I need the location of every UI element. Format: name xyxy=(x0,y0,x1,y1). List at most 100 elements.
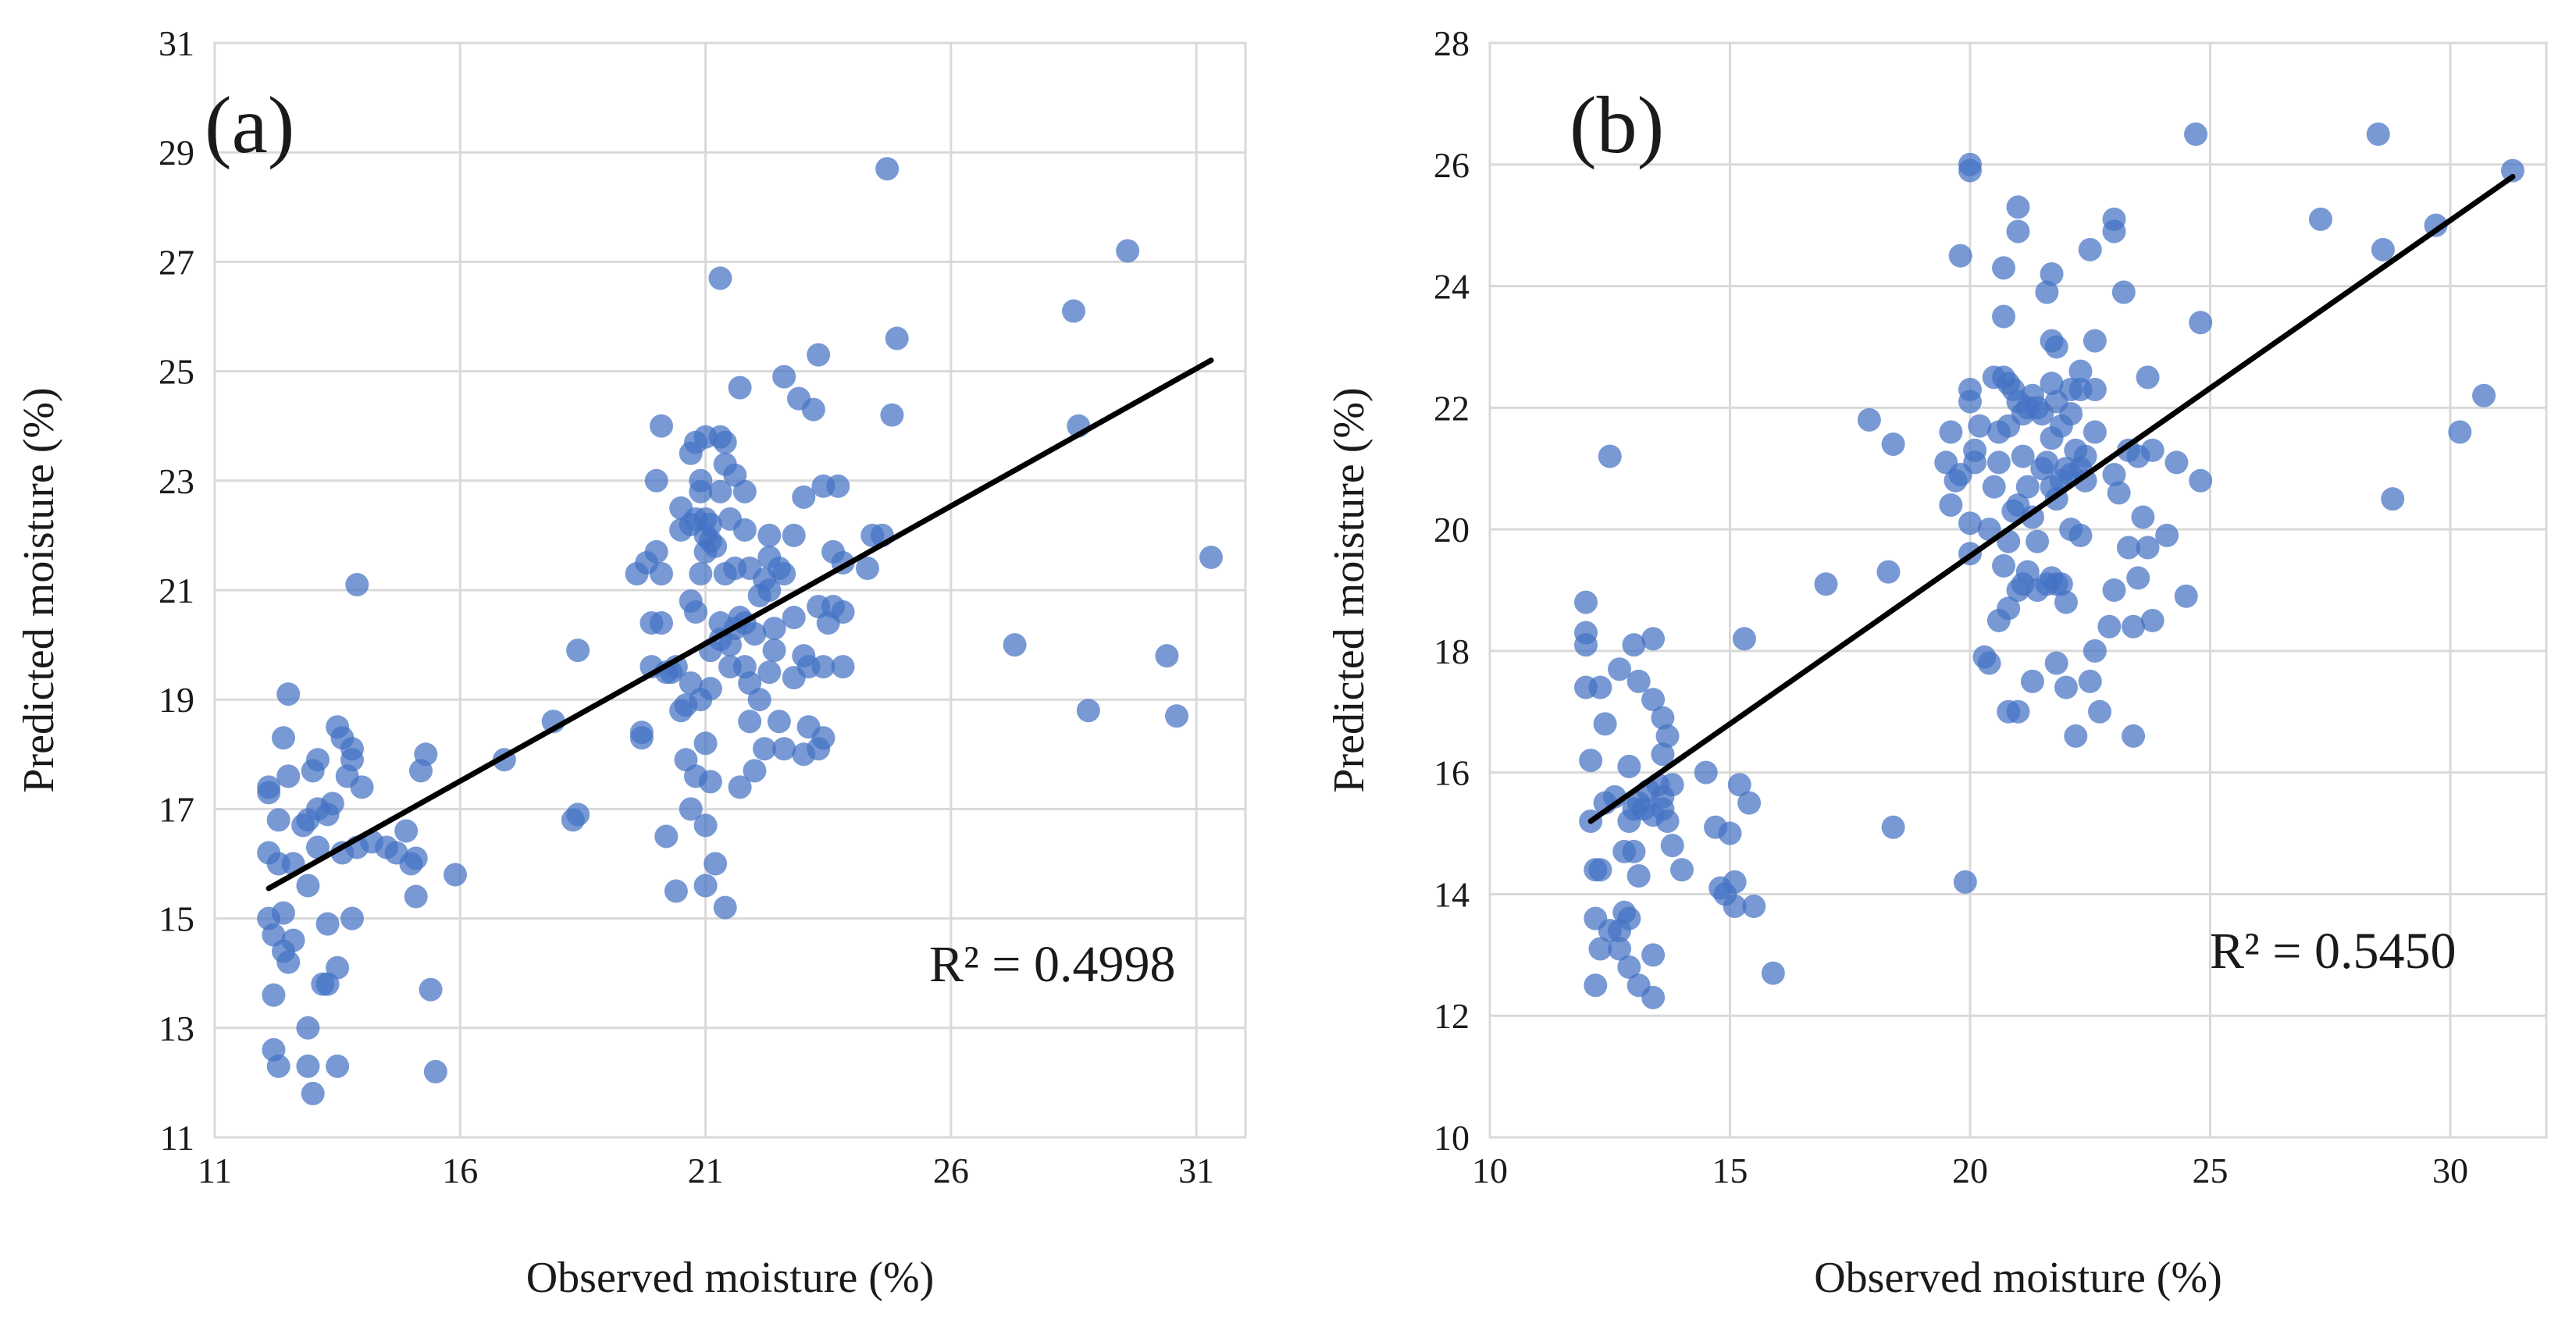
data-point xyxy=(404,846,428,870)
data-point xyxy=(2116,535,2140,560)
data-point xyxy=(1116,239,1140,263)
plot-area-border xyxy=(213,41,1247,1139)
data-point xyxy=(629,720,654,745)
data-point xyxy=(1660,773,1684,797)
data-point xyxy=(1992,553,2016,578)
data-point xyxy=(2184,122,2208,146)
data-point xyxy=(2126,566,2150,590)
y-tick-label: 25 xyxy=(159,352,194,392)
data-point xyxy=(2035,280,2059,304)
data-point xyxy=(792,485,816,509)
x-tick-label: 10 xyxy=(1472,1151,1508,1190)
data-point xyxy=(2006,219,2030,244)
data-point xyxy=(296,873,320,898)
data-point xyxy=(2078,669,2102,693)
data-point xyxy=(801,397,825,422)
data-point xyxy=(728,375,752,400)
data-point xyxy=(1737,791,1762,815)
data-point xyxy=(689,561,713,585)
data-point xyxy=(2011,444,2035,468)
data-point xyxy=(826,474,850,498)
data-point xyxy=(1062,299,1085,323)
data-point xyxy=(1992,256,2016,280)
data-point xyxy=(2136,535,2160,560)
data-point xyxy=(345,572,369,596)
data-point xyxy=(296,1054,320,1078)
data-point xyxy=(566,639,590,663)
data-point xyxy=(782,606,806,630)
data-point xyxy=(2035,450,2059,475)
data-point xyxy=(1622,633,1646,657)
data-point xyxy=(2472,383,2496,407)
x-tick-label: 25 xyxy=(2193,1151,2229,1190)
data-point xyxy=(2131,505,2155,529)
data-point xyxy=(807,343,831,367)
data-point xyxy=(767,710,791,734)
data-point xyxy=(2044,651,2068,675)
data-point xyxy=(1617,754,1641,778)
data-point xyxy=(2078,237,2102,262)
data-point xyxy=(1939,420,1963,444)
y-tick-label: 17 xyxy=(159,789,194,829)
data-point xyxy=(1626,864,1651,888)
data-point xyxy=(693,873,718,898)
data-point xyxy=(1958,390,1982,414)
x-tick-label: 11 xyxy=(198,1151,232,1190)
data-point xyxy=(753,737,776,761)
data-point xyxy=(2040,372,2064,396)
data-point xyxy=(2083,420,2107,444)
data-point xyxy=(2366,122,2390,146)
data-point xyxy=(272,726,295,750)
data-point xyxy=(1617,906,1641,930)
data-point xyxy=(772,737,796,761)
data-point xyxy=(1003,633,1027,657)
y-tick-label: 18 xyxy=(1434,632,1470,671)
data-point xyxy=(2006,195,2030,219)
data-point xyxy=(2189,311,2213,335)
data-point xyxy=(831,600,855,624)
data-point xyxy=(2308,207,2332,231)
data-point xyxy=(1651,742,1675,767)
data-point xyxy=(1963,450,1987,475)
data-point xyxy=(1593,712,1617,736)
data-point xyxy=(684,600,707,624)
data-point xyxy=(2083,377,2107,401)
scatter-panel-b: 10 15 20 25 30 10 12 14 16 18 20 22 24 26 28 (b) R² = 0.… xyxy=(1325,23,2548,1302)
data-point xyxy=(1857,407,1881,432)
data-point xyxy=(772,365,796,389)
data-point xyxy=(2073,468,2097,493)
data-point xyxy=(772,561,796,585)
data-point xyxy=(1997,596,2021,621)
data-point xyxy=(276,764,301,788)
data-point xyxy=(2500,158,2524,183)
data-point xyxy=(444,863,467,887)
data-point xyxy=(1660,834,1684,858)
data-point xyxy=(1694,760,1718,785)
data-point xyxy=(2006,699,2030,724)
y-tick-label: 26 xyxy=(1434,145,1470,185)
data-point xyxy=(1670,858,1694,882)
data-point xyxy=(1579,749,1603,773)
y-tick-label: 15 xyxy=(159,899,194,939)
data-point xyxy=(1939,493,1963,517)
data-point xyxy=(644,539,668,564)
data-point xyxy=(296,1016,320,1040)
data-point xyxy=(2102,219,2126,244)
data-point xyxy=(1608,657,1632,681)
data-point xyxy=(1584,973,1608,998)
data-point xyxy=(2044,335,2068,359)
data-point xyxy=(326,1054,350,1078)
data-point xyxy=(704,534,728,558)
data-point xyxy=(2122,614,2146,639)
data-point xyxy=(2083,639,2107,663)
data-point xyxy=(2102,578,2126,602)
data-point xyxy=(2015,560,2040,584)
data-point xyxy=(1655,724,1680,748)
trendline xyxy=(265,358,1214,891)
data-point xyxy=(340,906,364,930)
data-point xyxy=(1968,414,1992,438)
data-point xyxy=(743,759,767,783)
data-point xyxy=(2083,329,2107,353)
y-tick-label: 16 xyxy=(1434,753,1470,793)
r-squared-annotation: R² = 0.5450 xyxy=(2210,923,2457,980)
